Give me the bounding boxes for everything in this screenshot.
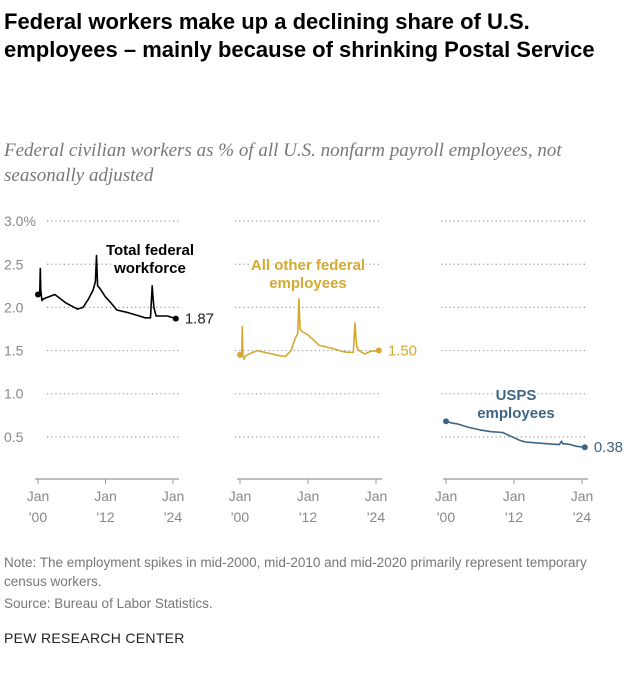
y-tick-label: 1.5 (4, 343, 24, 359)
chart-title: Federal workers make up a declining shar… (4, 9, 595, 62)
x-tick-year: '24 (164, 509, 182, 525)
x-tick-year: '24 (573, 509, 591, 525)
series-line (37, 254, 177, 320)
series-label: USPS employees (477, 387, 555, 422)
x-tick-month: Jan (94, 488, 117, 504)
y-tick-label: 0.5 (4, 429, 24, 445)
x-tick-year: '12 (299, 509, 317, 525)
chart-subtitle: Federal civilian workers as % of all U.S… (4, 140, 562, 186)
x-tick-month: Jan (365, 488, 388, 504)
x-tick-year: '00 (437, 509, 455, 525)
y-tick-label: 3.0% (4, 213, 36, 229)
x-tick-month: Jan (503, 488, 526, 504)
x-tick-year: '00 (29, 509, 47, 525)
x-tick-month: Jan (229, 488, 252, 504)
start-point (35, 291, 41, 298)
end-point (172, 315, 179, 322)
x-tick-month: Jan (571, 488, 594, 504)
y-tick-label: 2.5 (4, 256, 24, 272)
x-tick-month: Jan (162, 488, 185, 504)
series-label: All other federal employees (251, 257, 365, 292)
end-point (581, 444, 588, 451)
start-point (237, 351, 243, 358)
end-value-label: 1.87 (185, 311, 214, 328)
end-value-label: 0.38 (594, 439, 623, 456)
end-value-label: 1.50 (388, 343, 417, 360)
x-tick-month: Jan (27, 488, 50, 504)
x-tick-month: Jan (435, 488, 458, 504)
x-tick-year: '24 (367, 509, 385, 525)
x-tick-year: '12 (96, 509, 114, 525)
y-tick-label: 1.0 (4, 386, 24, 402)
series-label: Total federal workforce (106, 242, 194, 277)
end-point (375, 347, 382, 354)
x-tick-year: '12 (505, 509, 523, 525)
brand-logo: PEW RESEARCH CENTER (4, 630, 185, 646)
x-tick-year: '00 (231, 509, 249, 525)
start-point (443, 418, 449, 425)
y-tick-label: 2.0 (4, 299, 24, 315)
x-tick-month: Jan (297, 488, 320, 504)
note: Note: The employment spikes in mid-2000,… (4, 555, 587, 589)
series-line (445, 420, 585, 448)
series-line (239, 298, 379, 360)
source: Source: Bureau of Labor Statistics. (4, 596, 213, 611)
